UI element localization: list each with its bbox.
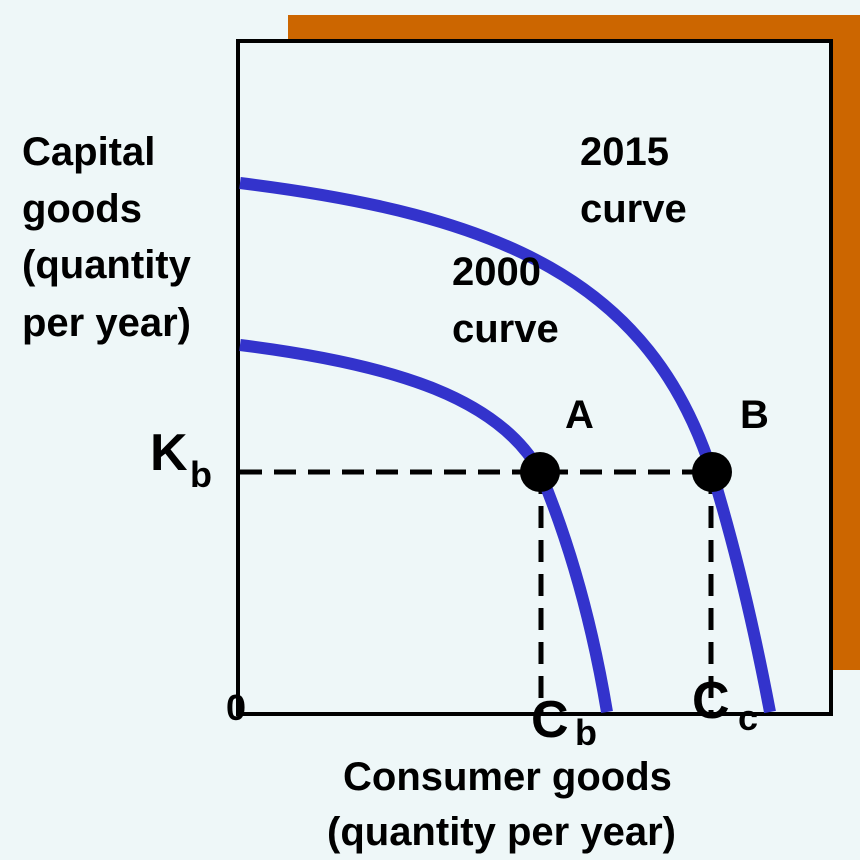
c-label: C: [531, 691, 569, 749]
point-a: [520, 452, 560, 492]
plot-frame: [236, 39, 833, 716]
origin-label: 0: [226, 687, 246, 728]
point-b: [692, 452, 732, 492]
curve-2015: [239, 177, 776, 714]
x-axis-label: (quantity per year): [327, 810, 676, 854]
y-axis-label: Capital goods (quantity per year): [22, 130, 192, 345]
y-label-line: per year): [22, 301, 191, 345]
y-label-line: (quantity: [22, 243, 192, 287]
guide-lines: [240, 469, 714, 712]
curve-label: curve: [452, 307, 559, 351]
k-label-sub: b: [190, 454, 212, 495]
k-label: K: [150, 424, 188, 482]
y-label-line: goods: [22, 187, 142, 231]
y-label-line: Capital: [22, 130, 155, 174]
c-label-sub: c: [738, 697, 758, 738]
curve-label: 2015: [580, 130, 669, 174]
c-label: C: [692, 672, 730, 730]
curve-label: 2000: [452, 250, 541, 294]
c-label-sub: b: [575, 712, 597, 753]
point-label: B: [740, 393, 769, 437]
curve-label: curve: [580, 187, 687, 231]
x-axis-label: Consumer goods: [343, 755, 672, 799]
point-label: A: [565, 393, 594, 437]
